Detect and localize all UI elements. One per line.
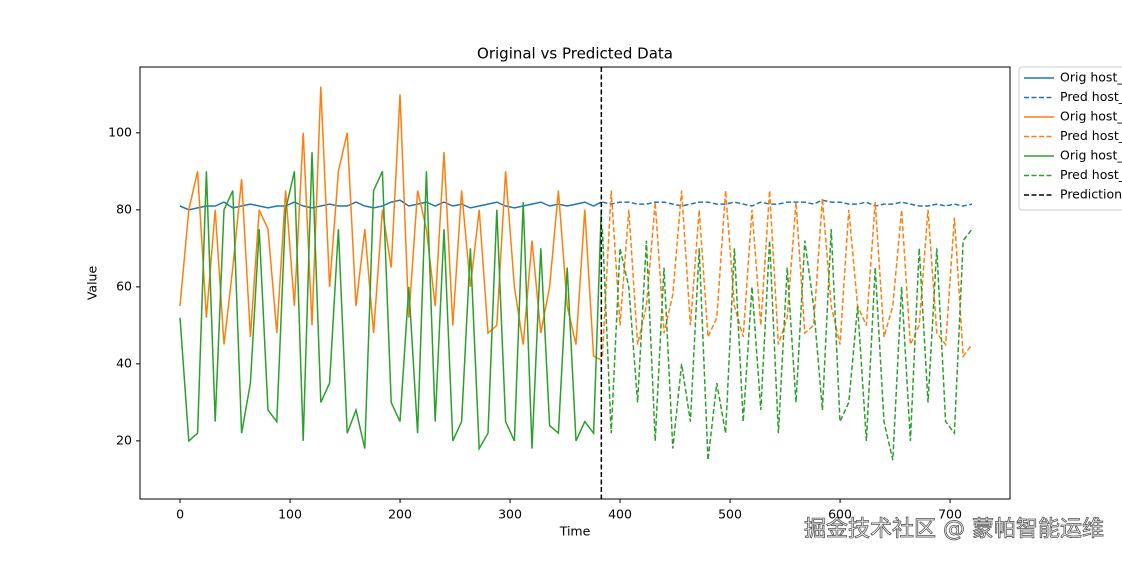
series-line [179,86,602,361]
x-tick-label: 200 [388,507,412,522]
series-line [601,228,973,461]
chart-title: Original vs Predicted Data [477,45,673,63]
x-tick-label: 400 [608,507,632,522]
x-axis-label: Time [559,524,591,539]
legend-label: Pred host_ [1060,167,1122,182]
x-tick-label: 600 [828,507,852,522]
x-tick-label: 0 [176,507,184,522]
y-tick-label: 60 [116,278,132,293]
series-line [179,199,602,211]
legend-label: Orig host_ [1060,148,1122,163]
watermark: 掘金技术社区 @ 蒙帕智能运维 [804,517,1104,542]
legend-label: Pred host_ [1060,89,1122,104]
plot-area [179,86,973,461]
y-tick-label: 40 [116,355,132,370]
x-tick-label: 700 [938,507,962,522]
y-tick-label: 80 [116,201,132,216]
legend-box [1018,66,1122,211]
y-tick-label: 20 [116,432,132,447]
axes-frame [139,66,1011,500]
y-axis-label: Value [85,266,100,301]
legend-label: Orig host_ [1060,70,1122,85]
y-tick-label: 100 [108,124,132,139]
x-tick-label: 500 [718,507,742,522]
legend-label: Prediction [1060,187,1122,202]
legend-label: Pred host_ [1060,128,1122,143]
x-tick-label: 100 [278,507,302,522]
series-line [601,190,973,359]
series-line [179,152,603,452]
legend-label: Orig host_ [1060,109,1122,124]
x-tick-label: 300 [498,507,522,522]
series-line [602,199,973,207]
